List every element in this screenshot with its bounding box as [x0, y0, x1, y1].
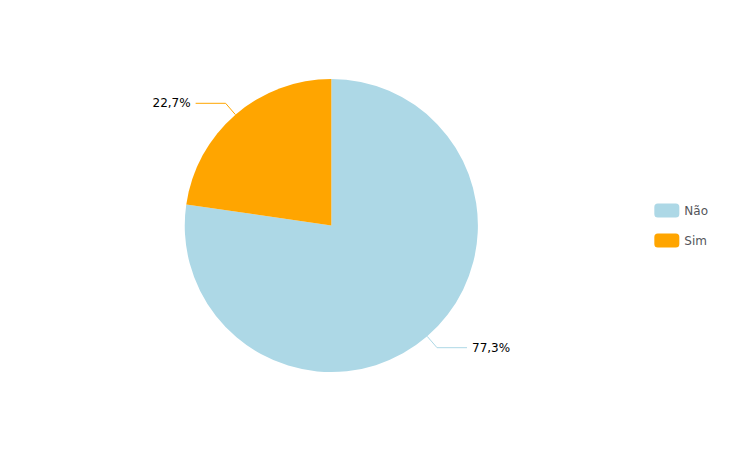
svg-text:22,7%: 22,7% [152, 96, 190, 110]
svg-text:Sim: Sim [684, 234, 707, 248]
svg-text:Não: Não [684, 204, 708, 218]
svg-text:77,3%: 77,3% [472, 341, 510, 355]
